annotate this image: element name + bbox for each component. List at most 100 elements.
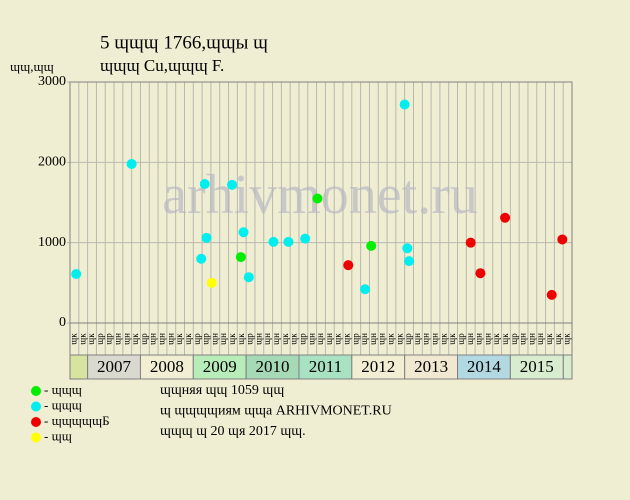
column-label: ɰн: [430, 333, 440, 345]
column-label: ɰн: [526, 333, 536, 345]
column-label: ɰк: [333, 333, 343, 345]
year-label: 2009: [203, 357, 237, 376]
column-label: ɰн: [421, 333, 431, 345]
column-label: ɰр: [297, 333, 307, 345]
y-tick-label: 1000: [38, 235, 66, 250]
column-label: ɰн: [377, 333, 387, 345]
column-label: ɰн: [359, 333, 369, 345]
column-label: ɰр: [350, 333, 360, 345]
data-point: [71, 268, 82, 279]
year-tail: [562, 354, 573, 380]
column-label: ɰн: [474, 333, 484, 345]
column-label: ɰн: [518, 333, 528, 345]
y-axis-label: ɰɰ,ɰɰ: [10, 59, 54, 74]
year-lead: [69, 354, 89, 380]
column-label: ɰк: [289, 333, 299, 345]
column-label: ɰн: [209, 333, 219, 345]
data-point: [300, 233, 311, 244]
year-cell: [245, 354, 300, 380]
data-point: [402, 243, 413, 254]
note: ɰɰняя ɰɰ 1059 ɰɰ: [160, 383, 284, 398]
data-point: [557, 234, 568, 245]
legend-marker: [31, 401, 41, 412]
column-label: ɰр: [403, 333, 413, 345]
column-label: ɰн: [535, 333, 545, 345]
legend-label: - ɰɰɰ: [44, 397, 82, 412]
data-point: [546, 289, 557, 300]
year-label: 2008: [150, 357, 184, 376]
year-cell: [404, 354, 459, 380]
column-label: ɰк: [236, 333, 246, 345]
column-label: ɰн: [121, 333, 131, 345]
column-label: ɰк: [562, 333, 572, 345]
column-label: ɰн: [324, 333, 334, 345]
column-label: ɰк: [553, 333, 563, 345]
column-label: ɰн: [482, 333, 492, 345]
column-label: ɰк: [68, 333, 78, 345]
column-label: ɰк: [386, 333, 396, 345]
year-label: 2011: [309, 357, 342, 376]
year-label: 2014: [467, 357, 502, 376]
column-label: ɰр: [201, 333, 211, 345]
legend-label: - ɰɰɰ: [44, 382, 82, 397]
column-label: ɰк: [544, 333, 554, 345]
column-label: ɰк: [280, 333, 290, 345]
data-point: [343, 260, 354, 271]
year-label: 2012: [361, 357, 395, 376]
column-label: ɰк: [86, 333, 96, 345]
year-label: 2013: [414, 357, 448, 376]
legend-marker: [31, 417, 41, 427]
data-point: [196, 253, 207, 264]
legend-label: - ɰɰɰɰɰБ: [44, 413, 110, 428]
data-point: [268, 236, 279, 247]
data-point: [312, 193, 323, 204]
column-label: ɰр: [95, 333, 105, 345]
data-point: [500, 212, 511, 223]
column-label: ɰн: [412, 333, 422, 345]
column-label: ɰк: [227, 333, 237, 345]
data-point: [199, 179, 210, 190]
data-point: [243, 272, 254, 283]
note: ɰɰɰ ɰ 20 ɰя 2017 ɰɰ.: [160, 424, 306, 439]
data-point: [201, 232, 212, 243]
column-label: ɰн: [465, 333, 475, 345]
year-label: 2015: [520, 357, 554, 376]
column-label: ɰр: [245, 333, 255, 345]
data-point: [360, 284, 371, 295]
y-tick-label: 3000: [38, 74, 66, 89]
chart-title: 5 ɰɰɰ 1766,ɰɰы ɰ: [100, 32, 268, 53]
year-cell: [509, 354, 564, 380]
data-point: [399, 99, 410, 110]
year-cell: [298, 354, 353, 380]
year-label: 2010: [256, 357, 290, 376]
y-tick-label: 0: [59, 315, 66, 330]
column-label: ɰн: [113, 333, 123, 345]
data-point: [126, 158, 137, 169]
column-label: ɰн: [271, 333, 281, 345]
chart-subtitle: ɰɰɰ Cu,ɰɰɰ F.: [100, 56, 224, 75]
column-label: ɰн: [306, 333, 316, 345]
year-cell: [457, 354, 511, 380]
column-label: ɰр: [192, 333, 202, 345]
column-label: ɰк: [341, 333, 351, 345]
y-tick-label: 2000: [38, 155, 66, 170]
data-point: [283, 236, 294, 247]
column-label: ɰр: [104, 333, 114, 345]
data-point: [475, 268, 486, 279]
column-label: ɰк: [500, 333, 510, 345]
column-label: ɰк: [394, 333, 404, 345]
column-label: ɰн: [315, 333, 325, 345]
data-point: [366, 240, 377, 251]
column-label: ɰк: [183, 333, 193, 345]
data-point: [227, 179, 238, 190]
column-label: ɰк: [130, 333, 140, 345]
column-label: ɰк: [491, 333, 501, 345]
column-label: ɰк: [77, 333, 87, 345]
year-label: 2007: [97, 357, 132, 376]
note: ɰ ɰɰɰɰиям ɰɰа ARHIVMONET.RU: [160, 404, 392, 419]
legend-marker: [31, 386, 41, 396]
column-label: ɰк: [438, 333, 448, 345]
column-label: ɰр: [456, 333, 466, 345]
